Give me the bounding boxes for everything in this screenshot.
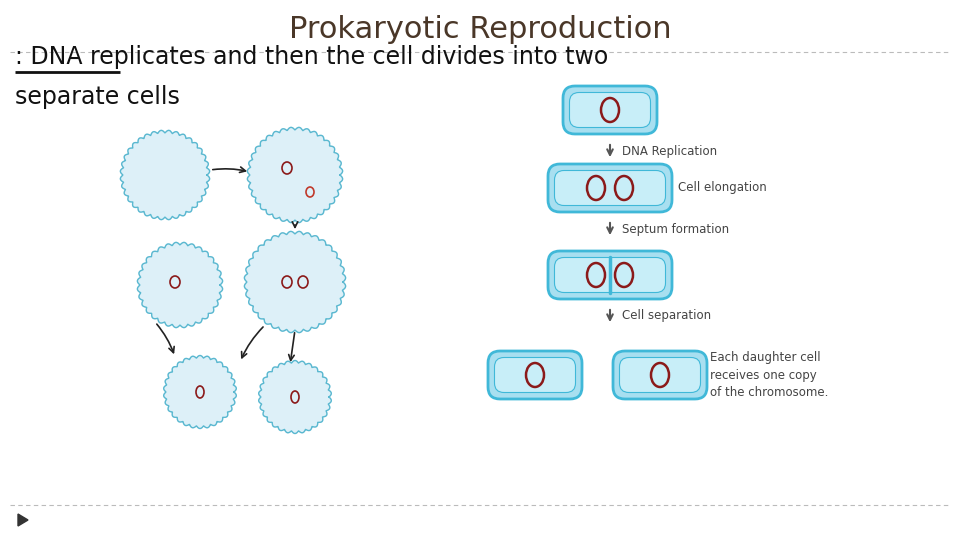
Polygon shape: [248, 127, 343, 222]
FancyBboxPatch shape: [555, 171, 665, 206]
Text: DNA Replication: DNA Replication: [622, 145, 717, 158]
Text: Cell elongation: Cell elongation: [678, 181, 767, 194]
Text: : DNA replicates and then the cell divides into two: : DNA replicates and then the cell divid…: [15, 45, 609, 69]
FancyBboxPatch shape: [555, 258, 665, 293]
FancyBboxPatch shape: [613, 351, 707, 399]
FancyBboxPatch shape: [488, 351, 582, 399]
Polygon shape: [245, 231, 346, 333]
FancyBboxPatch shape: [619, 357, 701, 393]
Text: separate cells: separate cells: [15, 85, 180, 109]
Text: Septum formation: Septum formation: [622, 222, 730, 235]
Text: Cell separation: Cell separation: [622, 309, 711, 322]
Polygon shape: [258, 361, 331, 434]
FancyBboxPatch shape: [548, 251, 672, 299]
Text: Each daughter cell
receives one copy
of the chromosome.: Each daughter cell receives one copy of …: [710, 350, 828, 400]
Polygon shape: [18, 514, 28, 526]
Polygon shape: [120, 130, 209, 220]
FancyBboxPatch shape: [569, 92, 651, 127]
Text: Prokaryotic Reproduction: Prokaryotic Reproduction: [289, 16, 671, 44]
FancyBboxPatch shape: [494, 357, 575, 393]
FancyBboxPatch shape: [563, 86, 657, 134]
Polygon shape: [164, 355, 236, 429]
Polygon shape: [137, 242, 223, 328]
FancyBboxPatch shape: [548, 164, 672, 212]
